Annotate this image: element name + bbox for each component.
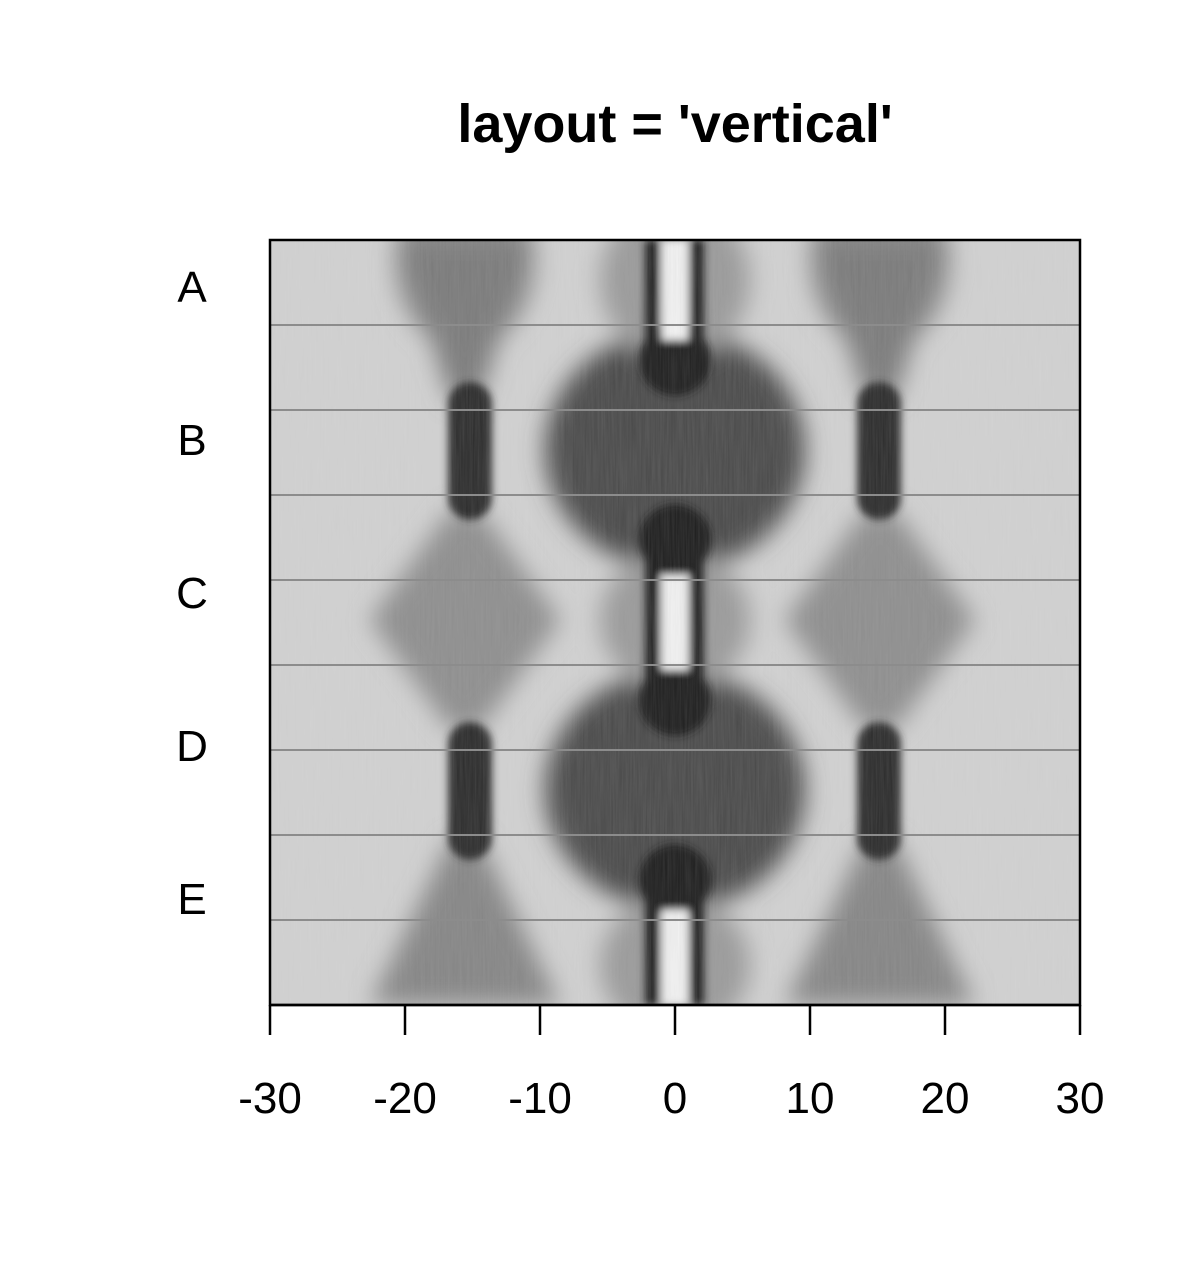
row-label-e: E xyxy=(177,875,206,924)
heatmap-noise-texture xyxy=(270,240,1080,1005)
x-tick-label: -10 xyxy=(508,1074,572,1123)
x-tick-label: 20 xyxy=(921,1074,970,1123)
chart-title: layout = 'vertical' xyxy=(457,94,892,154)
row-label-c: C xyxy=(176,569,208,618)
row-label-b: B xyxy=(177,416,206,465)
x-tick-label: 0 xyxy=(663,1074,687,1123)
x-axis: -30 -20 -10 0 10 20 30 xyxy=(238,1003,1104,1123)
x-tick-label: 30 xyxy=(1056,1074,1105,1123)
x-tick-label: -30 xyxy=(238,1074,302,1123)
row-label-d: D xyxy=(176,722,208,771)
x-ticks: -30 -20 -10 0 10 20 30 xyxy=(238,1005,1104,1123)
x-tick-label: -20 xyxy=(373,1074,437,1123)
row-labels: A B C D E xyxy=(176,263,208,924)
heatmap-area xyxy=(270,240,1080,1005)
row-label-a: A xyxy=(177,263,207,312)
row-separators xyxy=(270,324,1080,921)
x-tick-label: 10 xyxy=(786,1074,835,1123)
